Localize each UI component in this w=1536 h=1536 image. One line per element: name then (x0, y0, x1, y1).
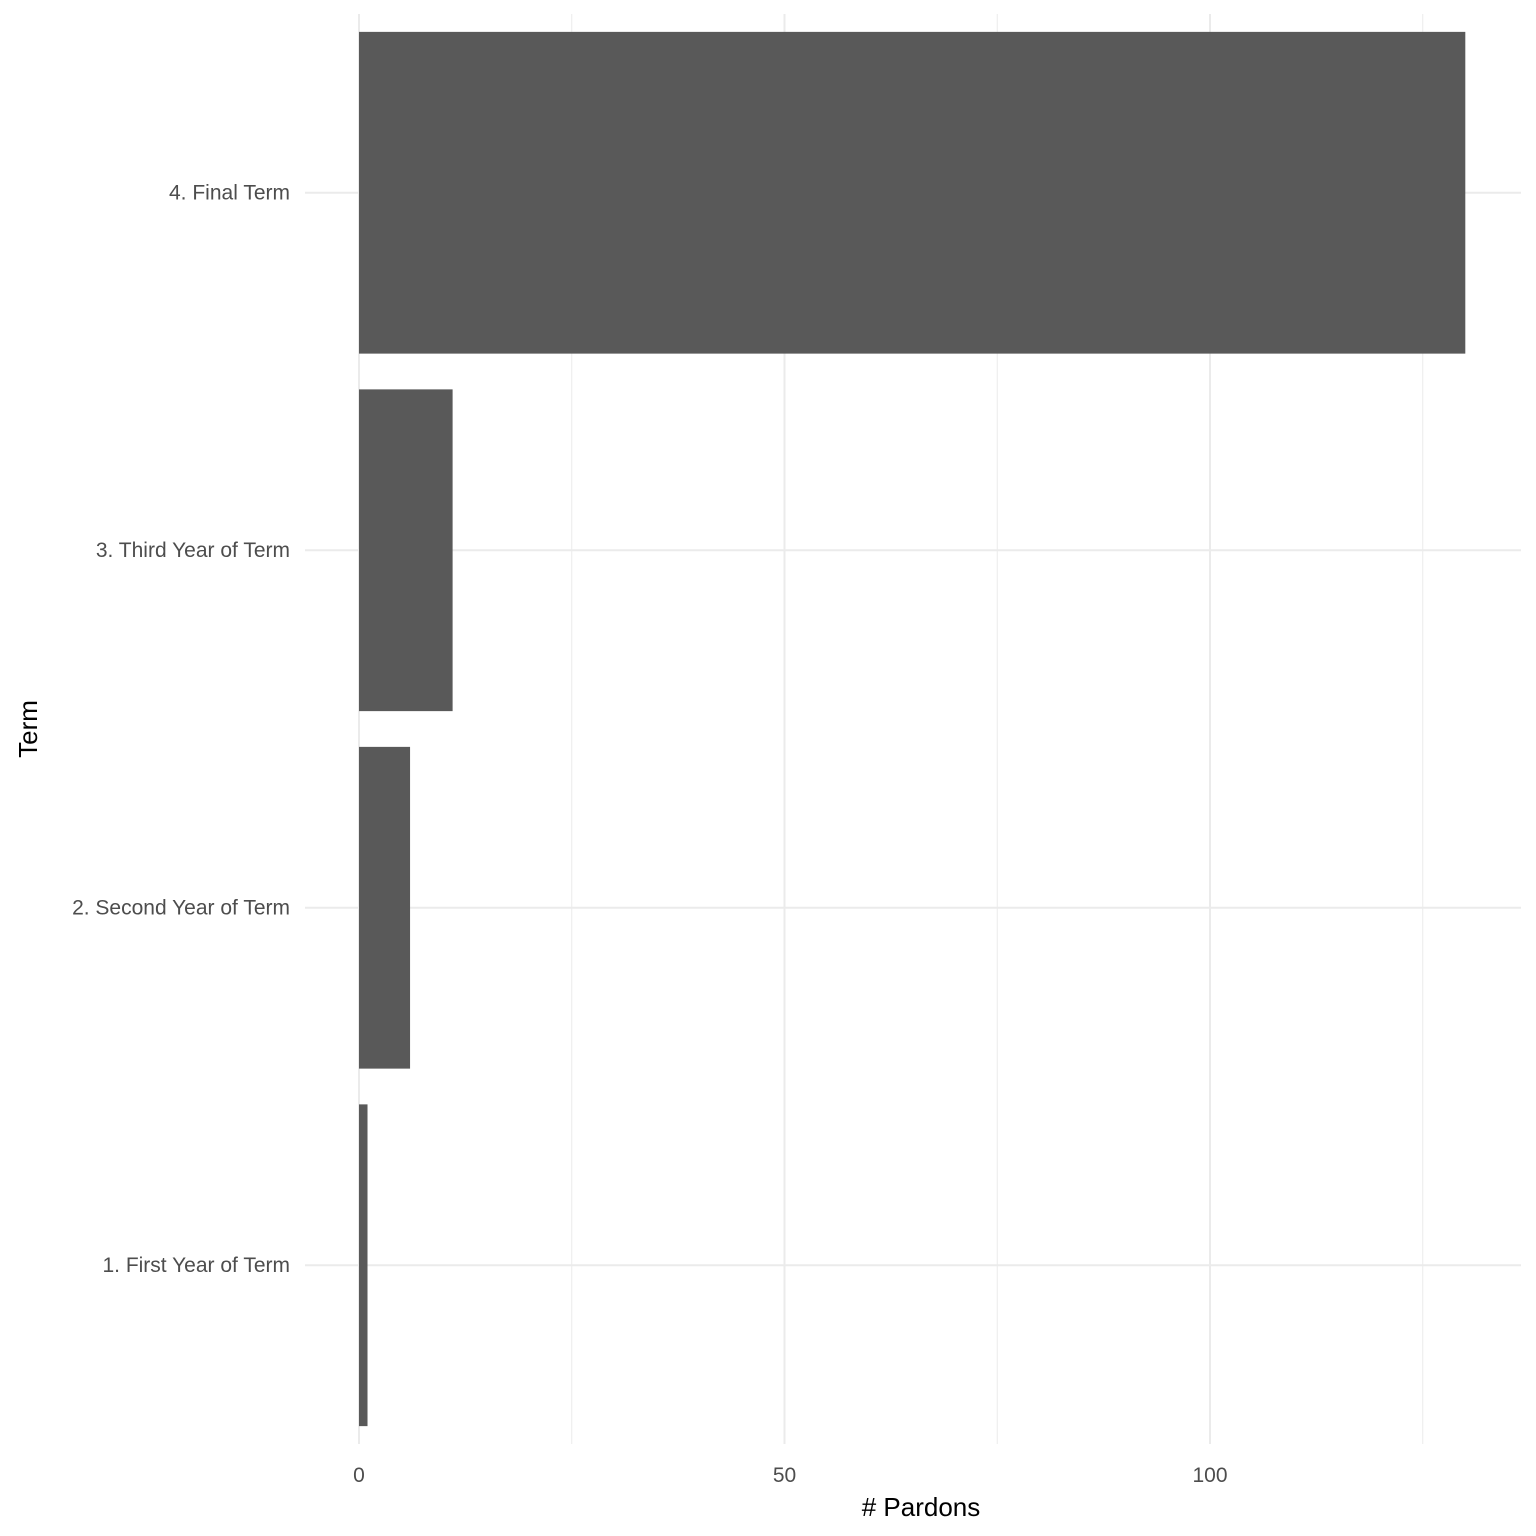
bars (359, 31, 1466, 1427)
y-tick-label: 1. First Year of Term (102, 1254, 290, 1277)
bar (359, 1104, 368, 1427)
bar (359, 31, 1466, 354)
y-axis-title: Term (13, 700, 43, 758)
x-tick-label: 100 (1192, 1464, 1227, 1487)
bar (359, 389, 453, 712)
x-tick-labels: 0 50 100 (353, 1464, 1227, 1487)
y-tick-label: 2. Second Year of Term (72, 896, 290, 919)
y-tick-labels: 1. First Year of Term 2. Second Year of T… (72, 181, 290, 1277)
y-tick-label: 3. Third Year of Term (96, 539, 290, 562)
x-tick-label: 50 (773, 1464, 796, 1487)
bar (359, 746, 411, 1069)
x-axis-title: # Pardons (862, 1492, 981, 1522)
x-tick-label: 0 (353, 1464, 365, 1487)
y-tick-label: 4. Final Term (169, 181, 290, 204)
